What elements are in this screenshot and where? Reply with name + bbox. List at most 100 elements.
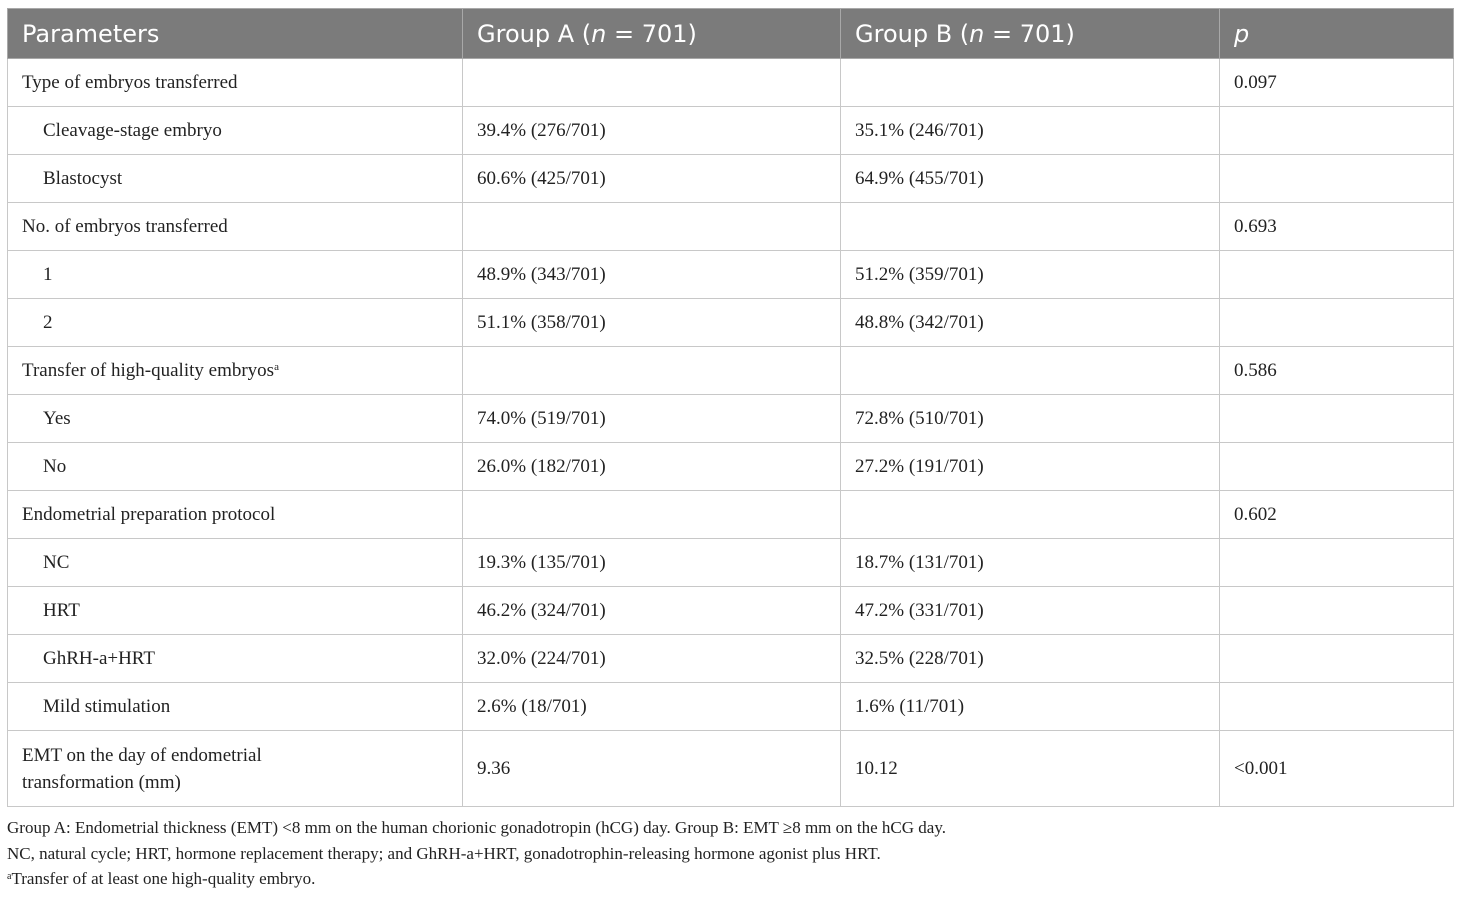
row-label-line1: EMT on the day of endometrial <box>22 744 262 766</box>
header-group-b-prefix: Group B ( <box>855 19 970 48</box>
header-group-a-prefix: Group A ( <box>477 19 592 48</box>
footnote-marker: a <box>274 361 279 373</box>
table-row: Mild stimulation 2.6% (18/701) 1.6% (11/… <box>7 682 1454 731</box>
table-row: Blastocyst 60.6% (425/701) 64.9% (455/70… <box>7 154 1454 203</box>
table-row: HRT 46.2% (324/701) 47.2% (331/701) <box>7 586 1454 635</box>
group-a-cell: 19.3% (135/701) <box>462 538 841 587</box>
header-p-label: p <box>1234 19 1250 48</box>
table-footnotes: Group A: Endometrial thickness (EMT) <8 … <box>7 815 1453 892</box>
p-value-cell <box>1219 634 1454 683</box>
row-label: NC <box>7 538 463 587</box>
results-table: Parameters Group A (n = 701) Group B (n … <box>7 8 1454 807</box>
footnote-marker: a <box>7 871 12 882</box>
group-a-cell <box>462 202 841 251</box>
group-a-cell <box>462 346 841 395</box>
row-label: No. of embryos transferred <box>7 202 463 251</box>
table-row: Cleavage-stage embryo 39.4% (276/701) 35… <box>7 106 1454 155</box>
table-row: Endometrial preparation protocol 0.602 <box>7 490 1454 539</box>
p-value-cell <box>1219 682 1454 731</box>
p-value-cell <box>1219 394 1454 443</box>
group-a-cell: 32.0% (224/701) <box>462 634 841 683</box>
table-row: No 26.0% (182/701) 27.2% (191/701) <box>7 442 1454 491</box>
group-b-cell <box>840 202 1220 251</box>
header-row: Parameters Group A (n = 701) Group B (n … <box>7 8 1454 59</box>
header-p-value: p <box>1219 8 1454 59</box>
row-label: Type of embryos transferred <box>7 58 463 107</box>
group-b-cell: 72.8% (510/701) <box>840 394 1220 443</box>
p-value-cell <box>1219 154 1454 203</box>
group-b-cell: 48.8% (342/701) <box>840 298 1220 347</box>
row-label-line2: transformation (mm) <box>22 771 181 793</box>
header-group-b-suffix: = 701) <box>984 19 1075 48</box>
row-label-text: Transfer of high-quality embryos <box>22 360 275 381</box>
table-body: Type of embryos transferred 0.097 Cleava… <box>7 58 1454 807</box>
group-a-cell <box>462 490 841 539</box>
group-b-cell: 47.2% (331/701) <box>840 586 1220 635</box>
table-row: NC 19.3% (135/701) 18.7% (131/701) <box>7 538 1454 587</box>
group-b-cell: 27.2% (191/701) <box>840 442 1220 491</box>
row-label: HRT <box>7 586 463 635</box>
table-container: Parameters Group A (n = 701) Group B (n … <box>7 8 1454 892</box>
row-label: 1 <box>7 250 463 299</box>
p-value-cell <box>1219 250 1454 299</box>
group-b-cell <box>840 58 1220 107</box>
footnote-groups: Group A: Endometrial thickness (EMT) <8 … <box>7 818 946 837</box>
header-group-a-n: n <box>591 19 607 48</box>
table-row: GhRH-a+HRT 32.0% (224/701) 32.5% (228/70… <box>7 634 1454 683</box>
group-a-cell: 48.9% (343/701) <box>462 250 841 299</box>
p-value-cell <box>1219 538 1454 587</box>
row-label: Transfer of high-quality embryosa <box>7 346 463 395</box>
group-a-cell: 9.36 <box>462 730 841 807</box>
group-b-cell: 32.5% (228/701) <box>840 634 1220 683</box>
footnote-abbreviations: NC, natural cycle; HRT, hormone replacem… <box>7 843 881 863</box>
p-value-cell <box>1219 586 1454 635</box>
p-value-cell <box>1219 442 1454 491</box>
row-label: Yes <box>7 394 463 443</box>
row-label: Blastocyst <box>7 154 463 203</box>
group-a-cell: 2.6% (18/701) <box>462 682 841 731</box>
group-b-cell: 18.7% (131/701) <box>840 538 1220 587</box>
group-a-cell: 39.4% (276/701) <box>462 106 841 155</box>
table-row: No. of embryos transferred 0.693 <box>7 202 1454 251</box>
group-b-cell: 64.9% (455/701) <box>840 154 1220 203</box>
header-parameters: Parameters <box>7 8 463 59</box>
table-row: 1 48.9% (343/701) 51.2% (359/701) <box>7 250 1454 299</box>
p-value-cell: <0.001 <box>1219 730 1454 807</box>
table-row: 2 51.1% (358/701) 48.8% (342/701) <box>7 298 1454 347</box>
table-row: Type of embryos transferred 0.097 <box>7 58 1454 107</box>
row-label: EMT on the day of endometrial transformat… <box>7 730 463 807</box>
group-b-cell: 10.12 <box>840 730 1220 807</box>
footnote-high-quality-text: Transfer of at least one high-quality em… <box>11 869 316 888</box>
group-a-cell: 26.0% (182/701) <box>462 442 841 491</box>
group-b-cell: 35.1% (246/701) <box>840 106 1220 155</box>
table-header: Parameters Group A (n = 701) Group B (n … <box>7 8 1454 59</box>
group-b-cell <box>840 490 1220 539</box>
group-b-cell: 1.6% (11/701) <box>840 682 1220 731</box>
row-label: Mild stimulation <box>7 682 463 731</box>
group-b-cell <box>840 346 1220 395</box>
group-a-cell: 60.6% (425/701) <box>462 154 841 203</box>
row-label: No <box>7 442 463 491</box>
group-a-cell: 51.1% (358/701) <box>462 298 841 347</box>
group-b-cell: 51.2% (359/701) <box>840 250 1220 299</box>
p-value-cell <box>1219 106 1454 155</box>
p-value-cell: 0.693 <box>1219 202 1454 251</box>
table-row: Yes 74.0% (519/701) 72.8% (510/701) <box>7 394 1454 443</box>
p-value-cell: 0.602 <box>1219 490 1454 539</box>
p-value-cell <box>1219 298 1454 347</box>
row-label: GhRH-a+HRT <box>7 634 463 683</box>
p-value-cell: 0.586 <box>1219 346 1454 395</box>
table-row: Transfer of high-quality embryosa 0.586 <box>7 346 1454 395</box>
footnote-high-quality: aTransfer of at least one high-quality e… <box>7 866 1453 892</box>
group-a-cell: 74.0% (519/701) <box>462 394 841 443</box>
group-a-cell: 46.2% (324/701) <box>462 586 841 635</box>
header-group-b: Group B (n = 701) <box>840 8 1220 59</box>
table-row: EMT on the day of endometrial transformat… <box>7 730 1454 807</box>
p-value-cell: 0.097 <box>1219 58 1454 107</box>
row-label: Endometrial preparation protocol <box>7 490 463 539</box>
row-label: Cleavage-stage embryo <box>7 106 463 155</box>
header-group-b-n: n <box>969 19 985 48</box>
header-group-a-suffix: = 701) <box>606 19 697 48</box>
row-label: 2 <box>7 298 463 347</box>
header-group-a: Group A (n = 701) <box>462 8 841 59</box>
